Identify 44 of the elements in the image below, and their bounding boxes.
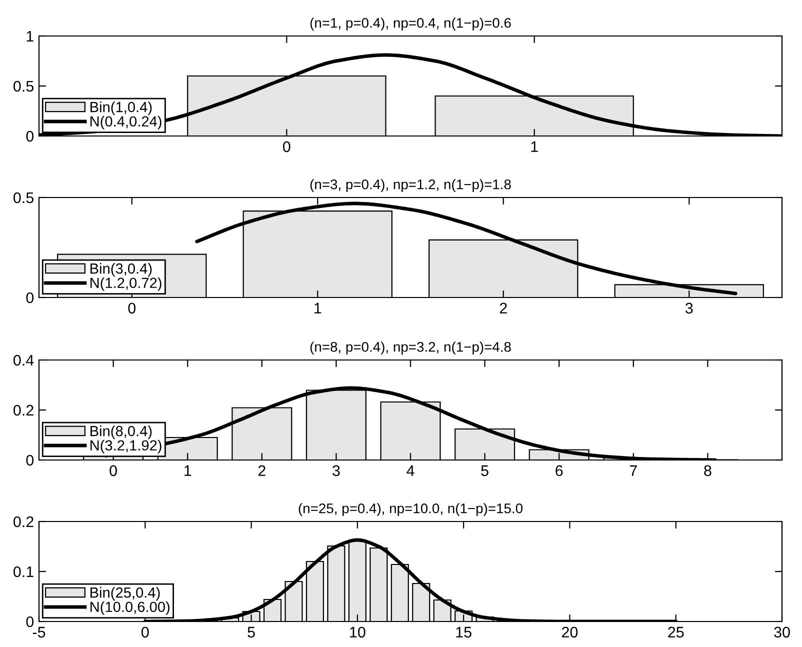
x-tick-label: 3 (332, 465, 340, 476)
x-tick-label: 5 (248, 626, 255, 638)
y-tick-label: 0.5 (14, 192, 34, 204)
legend-label: N(3.2,1.92) (90, 440, 162, 454)
x-tick-label: 20 (562, 626, 578, 638)
y-tick-label: 1 (26, 31, 34, 42)
chart-title: (n=25, p=0.4), np=10.0, n(1−p)=15.0 (298, 503, 523, 516)
y-tick-label: 0 (26, 130, 34, 142)
chart-title: (n=1, p=0.4), np=0.4, n(1−p)=0.6 (310, 18, 511, 31)
x-tick-label: 25 (668, 626, 684, 638)
y-tick-label: 0 (26, 292, 34, 304)
x-tick-label: 0 (128, 302, 136, 314)
x-tick-label: -5 (32, 626, 46, 638)
y-tick-label: 0 (26, 616, 34, 628)
y-tick-label: 0.2 (14, 404, 34, 416)
x-tick-label: 7 (630, 465, 637, 476)
legend-label: Bin(3,0.4) (90, 263, 152, 277)
y-tick-label: 0.1 (14, 566, 34, 578)
x-tick-label: 30 (774, 626, 790, 638)
x-tick-label: 0 (141, 626, 149, 638)
legend-label: Bin(1,0.4) (90, 102, 152, 116)
x-tick-label: 4 (406, 465, 414, 476)
x-tick-label: 1 (184, 465, 192, 476)
x-tick-label: 5 (481, 465, 488, 476)
y-tick-label: 0 (26, 454, 34, 466)
chart-title: (n=8, p=0.4), np=3.2, n(1−p)=4.8 (310, 342, 511, 355)
legend-label: N(0.4,0.24) (90, 116, 162, 130)
x-tick-label: 6 (556, 465, 563, 476)
legend-label: Bin(8,0.4) (90, 426, 152, 440)
x-tick-label: 2 (258, 465, 266, 476)
x-tick-label: 15 (456, 626, 472, 638)
x-tick-label: 1 (314, 302, 322, 314)
x-tick-label: 10 (350, 626, 366, 638)
y-tick-label: 0.2 (14, 516, 34, 528)
y-tick-label: 0.4 (14, 354, 34, 366)
x-tick-label: 2 (500, 302, 507, 314)
chart-title: (n=3, p=0.4), np=1.2, n(1−p)=1.8 (310, 179, 511, 192)
y-tick-label: 0.5 (14, 80, 34, 92)
legend-label: N(10.0,6.00) (90, 601, 170, 615)
x-tick-label: 0 (110, 465, 117, 476)
x-tick-label: 3 (685, 302, 693, 314)
x-tick-label: 8 (704, 465, 712, 476)
legend-label: Bin(25,0.4) (90, 587, 160, 601)
legend-label: N(1.2,0.72) (90, 277, 162, 291)
